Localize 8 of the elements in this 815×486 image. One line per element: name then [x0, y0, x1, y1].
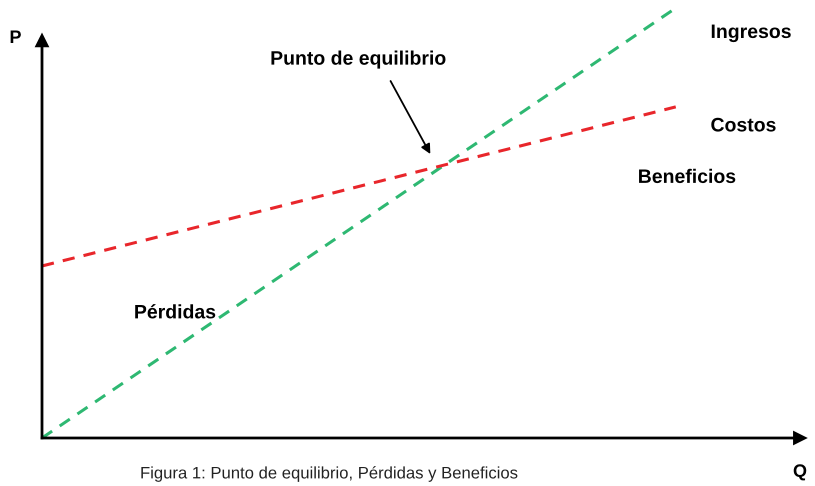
annotation: Punto de equilibrio [271, 50, 446, 69]
text: Figura 1: Punto de equilibrio, Pérdidas y Beneficios [141, 466, 518, 482]
annotation: Pérdidas [135, 304, 216, 319]
x-axis-title: Q [794, 464, 806, 480]
series-label: Costos [711, 118, 776, 132]
text: Ingresos [712, 24, 791, 42]
annotation: Beneficios [639, 168, 736, 184]
y-axis-title: P [10, 30, 21, 43]
